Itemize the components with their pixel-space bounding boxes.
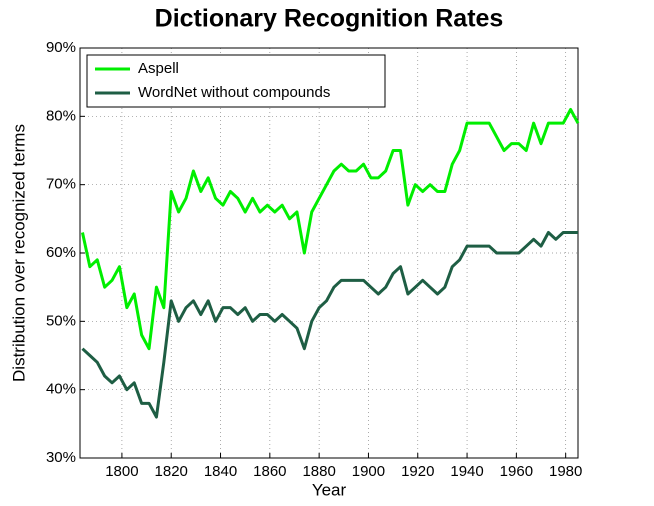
x-tick-label: 1880 xyxy=(302,463,335,480)
y-tick-label: 70% xyxy=(46,176,76,193)
x-axis-label: Year xyxy=(312,480,347,499)
x-tick-label: 1820 xyxy=(155,463,188,480)
x-tick-label: 1900 xyxy=(352,463,385,480)
series-line xyxy=(81,231,578,419)
x-tick-label: 1920 xyxy=(401,463,434,480)
legend-label: WordNet without compounds xyxy=(138,84,330,101)
y-axis-label: Distribution over recognized terms xyxy=(9,124,28,382)
plot-frame xyxy=(79,47,579,459)
x-tick-label: 1860 xyxy=(253,463,286,480)
y-tick-label: 90% xyxy=(46,39,76,56)
y-tick-label: 80% xyxy=(46,107,76,124)
chart-title: Dictionary Recognition Rates xyxy=(155,5,504,33)
legend-box xyxy=(86,54,386,108)
x-tick-label: 1940 xyxy=(450,463,483,480)
legend-label: Aspell xyxy=(138,60,179,77)
x-tick-label: 1800 xyxy=(105,463,138,480)
series-line xyxy=(80,108,580,351)
y-tick-label: 60% xyxy=(46,244,76,261)
x-tick-label: 1980 xyxy=(549,463,582,480)
x-tick-label: 1840 xyxy=(204,463,237,480)
y-tick-label: 50% xyxy=(46,312,76,329)
x-tick-label: 1960 xyxy=(500,463,533,480)
y-tick-label: 40% xyxy=(46,381,76,398)
y-tick-label: 30% xyxy=(46,449,76,466)
